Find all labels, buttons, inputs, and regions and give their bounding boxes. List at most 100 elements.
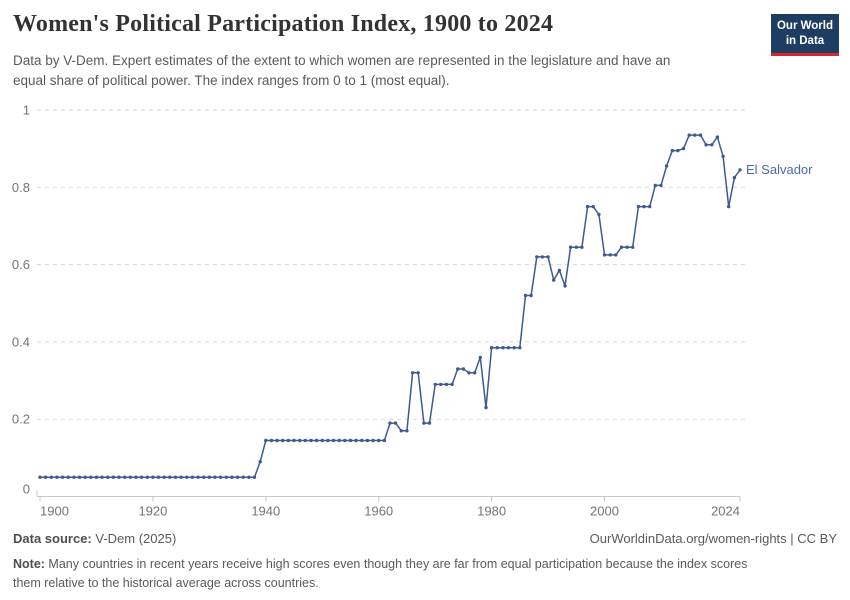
x-axis-label: 1900 <box>40 504 69 519</box>
data-line-el-salvador <box>39 134 741 478</box>
x-axis-labels: 1900 1920 1940 1960 1980 2000 2024 <box>40 504 740 519</box>
data-point <box>123 475 127 479</box>
data-point <box>698 133 703 137</box>
data-point <box>597 212 601 217</box>
data-point <box>732 175 737 180</box>
data-point <box>151 475 155 479</box>
data-point <box>286 438 291 443</box>
y-axis-label: 0 <box>23 482 30 497</box>
data-source-value: V-Dem (2025) <box>91 531 177 546</box>
data-point <box>540 255 545 259</box>
line-chart: 0 0.2 0.4 0.6 0.8 1 1900 1920 1940 1960 1980 2000 20… <box>12 103 813 519</box>
data-point <box>218 475 223 479</box>
y-axis-label: 0.2 <box>12 412 30 427</box>
data-point <box>292 438 296 443</box>
data-point <box>196 475 200 479</box>
data-point <box>625 245 629 249</box>
data-point <box>49 475 53 479</box>
y-axis-labels: 0 0.2 0.4 0.6 0.8 1 <box>12 103 30 497</box>
data-point <box>258 460 262 464</box>
data-point <box>303 438 307 443</box>
data-point <box>281 438 285 443</box>
data-point <box>399 429 403 433</box>
data-point <box>546 255 550 259</box>
data-point <box>354 438 358 443</box>
y-axis-label: 0.8 <box>12 180 30 195</box>
x-axis-ticks <box>39 496 741 502</box>
data-point <box>382 438 387 443</box>
data-point <box>134 475 138 479</box>
data-point <box>38 475 42 479</box>
data-point <box>552 278 556 282</box>
data-point <box>348 438 353 443</box>
data-point <box>473 371 477 375</box>
data-point <box>72 475 76 479</box>
data-point <box>433 382 437 387</box>
data-point <box>264 438 268 443</box>
data-point <box>55 475 59 479</box>
data-point <box>450 382 454 387</box>
data-point <box>693 133 697 137</box>
gridlines <box>36 109 745 497</box>
data-point <box>66 475 70 479</box>
x-axis-label: 1940 <box>251 504 280 519</box>
data-point <box>642 204 646 209</box>
data-point <box>235 475 240 479</box>
entity-label-el-salvador[interactable]: El Salvador <box>746 162 813 177</box>
data-point <box>94 475 99 479</box>
chart-note: Note: Many countries in recent years rec… <box>13 555 775 593</box>
data-point <box>529 293 533 298</box>
data-point <box>128 475 132 479</box>
data-point <box>710 143 714 147</box>
data-point <box>60 475 65 479</box>
data-point-markers <box>38 133 742 479</box>
data-point <box>670 148 674 153</box>
data-point <box>275 438 279 443</box>
data-point <box>43 475 48 479</box>
owid-logo-line1: Our World <box>776 20 833 32</box>
data-point <box>77 475 82 479</box>
data-point <box>202 475 206 479</box>
data-point <box>393 421 398 425</box>
data-point <box>331 438 336 443</box>
data-point <box>444 382 449 387</box>
data-point <box>111 475 116 479</box>
y-axis-label: 1 <box>23 103 30 118</box>
x-axis-label: 2024 <box>711 504 740 519</box>
data-point <box>320 438 324 443</box>
data-point <box>574 245 578 249</box>
data-point <box>608 253 612 257</box>
owid-link[interactable]: OurWorldinData.org/women-rights | CC BY <box>589 531 837 546</box>
data-point <box>269 438 274 443</box>
data-point <box>224 475 228 479</box>
data-point <box>410 371 415 375</box>
data-point <box>467 371 471 375</box>
data-point <box>145 475 149 479</box>
data-source-label: Data source: <box>13 531 92 546</box>
data-point <box>715 135 720 139</box>
data-point <box>427 421 432 425</box>
data-point <box>580 245 584 249</box>
y-axis-label: 0.6 <box>12 257 30 272</box>
data-point <box>405 429 409 433</box>
data-source: Data source: V-Dem (2025) <box>13 531 176 546</box>
data-point <box>721 154 725 159</box>
chart-title: Women's Political Participation Index, 1… <box>13 11 554 37</box>
data-point <box>422 421 426 425</box>
data-point <box>377 438 381 443</box>
y-axis-label: 0.4 <box>12 334 30 349</box>
data-point <box>156 475 161 479</box>
data-point <box>89 475 93 479</box>
data-point <box>602 253 607 257</box>
x-axis-label: 1960 <box>364 504 393 519</box>
chart-note-text: Many countries in recent years receive h… <box>13 557 748 590</box>
data-point <box>162 475 166 479</box>
data-point <box>501 346 505 350</box>
data-point <box>360 438 364 443</box>
data-point <box>252 475 257 479</box>
data-point <box>190 475 195 479</box>
data-point <box>523 293 528 298</box>
chart-note-label: Note: <box>13 557 45 571</box>
data-point <box>439 382 443 387</box>
